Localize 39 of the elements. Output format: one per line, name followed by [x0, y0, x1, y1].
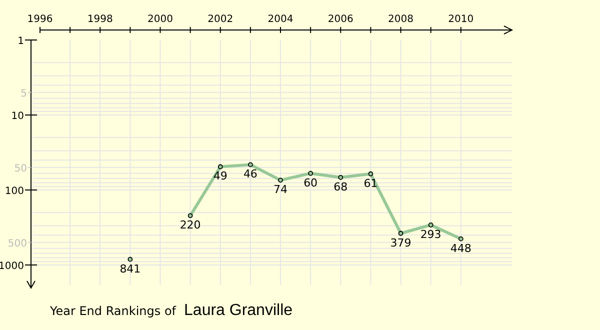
x-tick-label: 1996 [27, 14, 53, 25]
y-tick-label: 500 [8, 238, 27, 250]
data-label: 61 [364, 176, 378, 190]
text: Laura Granville [184, 302, 293, 319]
data-label: 220 [180, 218, 201, 232]
y-tick-label: 50 [14, 163, 27, 174]
point [428, 222, 434, 228]
point [398, 230, 404, 236]
x-tick-label: 2006 [328, 14, 354, 25]
data-label: 448 [450, 242, 472, 255]
y-tick-label: 1000 [0, 260, 24, 272]
data-label: 46 [243, 168, 258, 181]
data-label: 74 [274, 183, 288, 196]
y-tick-label: 1 [18, 36, 24, 47]
y-tick-label: 100 [4, 186, 24, 197]
point [188, 213, 193, 218]
data-label: 841 [120, 262, 141, 276]
point [338, 174, 344, 180]
point [128, 256, 133, 262]
x-tick-label: 2008 [388, 14, 414, 25]
data-label: 49 [213, 170, 228, 183]
x-tick-label: 1998 [87, 14, 113, 25]
x-tick-label: 2000 [148, 14, 173, 25]
x-tick-label: 2004 [268, 14, 294, 25]
x-tick-label: 2002 [208, 14, 234, 25]
data-label: 293 [420, 228, 442, 241]
point [218, 164, 223, 170]
data-label: 68 [334, 180, 348, 194]
text: Year End Rankings of [50, 304, 176, 318]
data-label: 60 [304, 176, 318, 190]
point [278, 178, 283, 183]
point [308, 170, 314, 176]
y-tick-label: 5 [20, 88, 27, 100]
data-label: 379 [390, 236, 412, 250]
point [368, 171, 374, 176]
point [248, 162, 253, 168]
point [458, 236, 464, 242]
x-tick-label: 2010 [448, 14, 474, 25]
y-tick-label: 10 [11, 110, 24, 122]
